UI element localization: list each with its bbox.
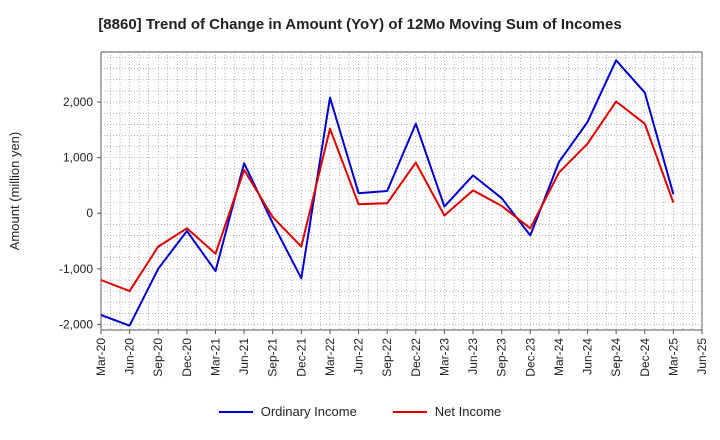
series-line-ordinary-income — [100, 59, 675, 327]
x-tick-label: Mar-22 — [323, 338, 337, 376]
y-tick-label: 1,000 — [63, 151, 93, 165]
x-tick-label: Dec-24 — [638, 338, 652, 377]
x-tick-label: Jun-24 — [581, 338, 595, 375]
x-tick-label: Sep-20 — [151, 338, 165, 377]
legend-swatch-net-income — [392, 410, 427, 413]
x-tick-label: Jun-21 — [237, 338, 251, 375]
x-tick-label: Dec-23 — [523, 338, 537, 377]
legend-item-net-income: Net Income — [392, 404, 502, 419]
legend-swatch-ordinary-income — [218, 410, 253, 413]
series-line-net-income — [100, 100, 675, 293]
x-tick-label: Mar-21 — [208, 338, 222, 376]
x-tick-label: Mar-25 — [666, 338, 680, 376]
x-tick-label: Dec-20 — [180, 338, 194, 377]
x-tick-label: Dec-21 — [294, 338, 308, 377]
legend: Ordinary Income Net Income — [0, 404, 720, 419]
y-tick-label: 2,000 — [63, 95, 93, 109]
legend-label-ordinary-income: Ordinary Income — [260, 404, 357, 419]
y-tick-label: 0 — [86, 206, 93, 220]
x-tick-label: Jun-20 — [123, 338, 137, 375]
y-tick-label: -1,000 — [59, 262, 93, 276]
y-tick-label: -2,000 — [59, 317, 93, 331]
x-tick-label: Jun-25 — [695, 338, 709, 375]
x-tick-label: Sep-23 — [495, 338, 509, 377]
x-tick-label: Dec-22 — [409, 338, 423, 377]
x-tick-label: Sep-24 — [609, 338, 623, 377]
y-axis-label: Amount (million yen) — [7, 132, 22, 251]
x-tick-label: Mar-23 — [437, 338, 451, 376]
x-tick-label: Mar-24 — [552, 338, 566, 376]
legend-label-net-income: Net Income — [434, 404, 502, 419]
legend-item-ordinary-income: Ordinary Income — [218, 404, 357, 419]
x-tick-label: Mar-20 — [94, 338, 108, 376]
x-tick-label: Jun-22 — [352, 338, 366, 375]
x-tick-label: Jun-23 — [466, 338, 480, 375]
x-tick-label: Sep-22 — [380, 338, 394, 377]
x-tick-label: Sep-21 — [266, 338, 280, 377]
chart-title: [8860] Trend of Change in Amount (YoY) o… — [98, 16, 622, 33]
